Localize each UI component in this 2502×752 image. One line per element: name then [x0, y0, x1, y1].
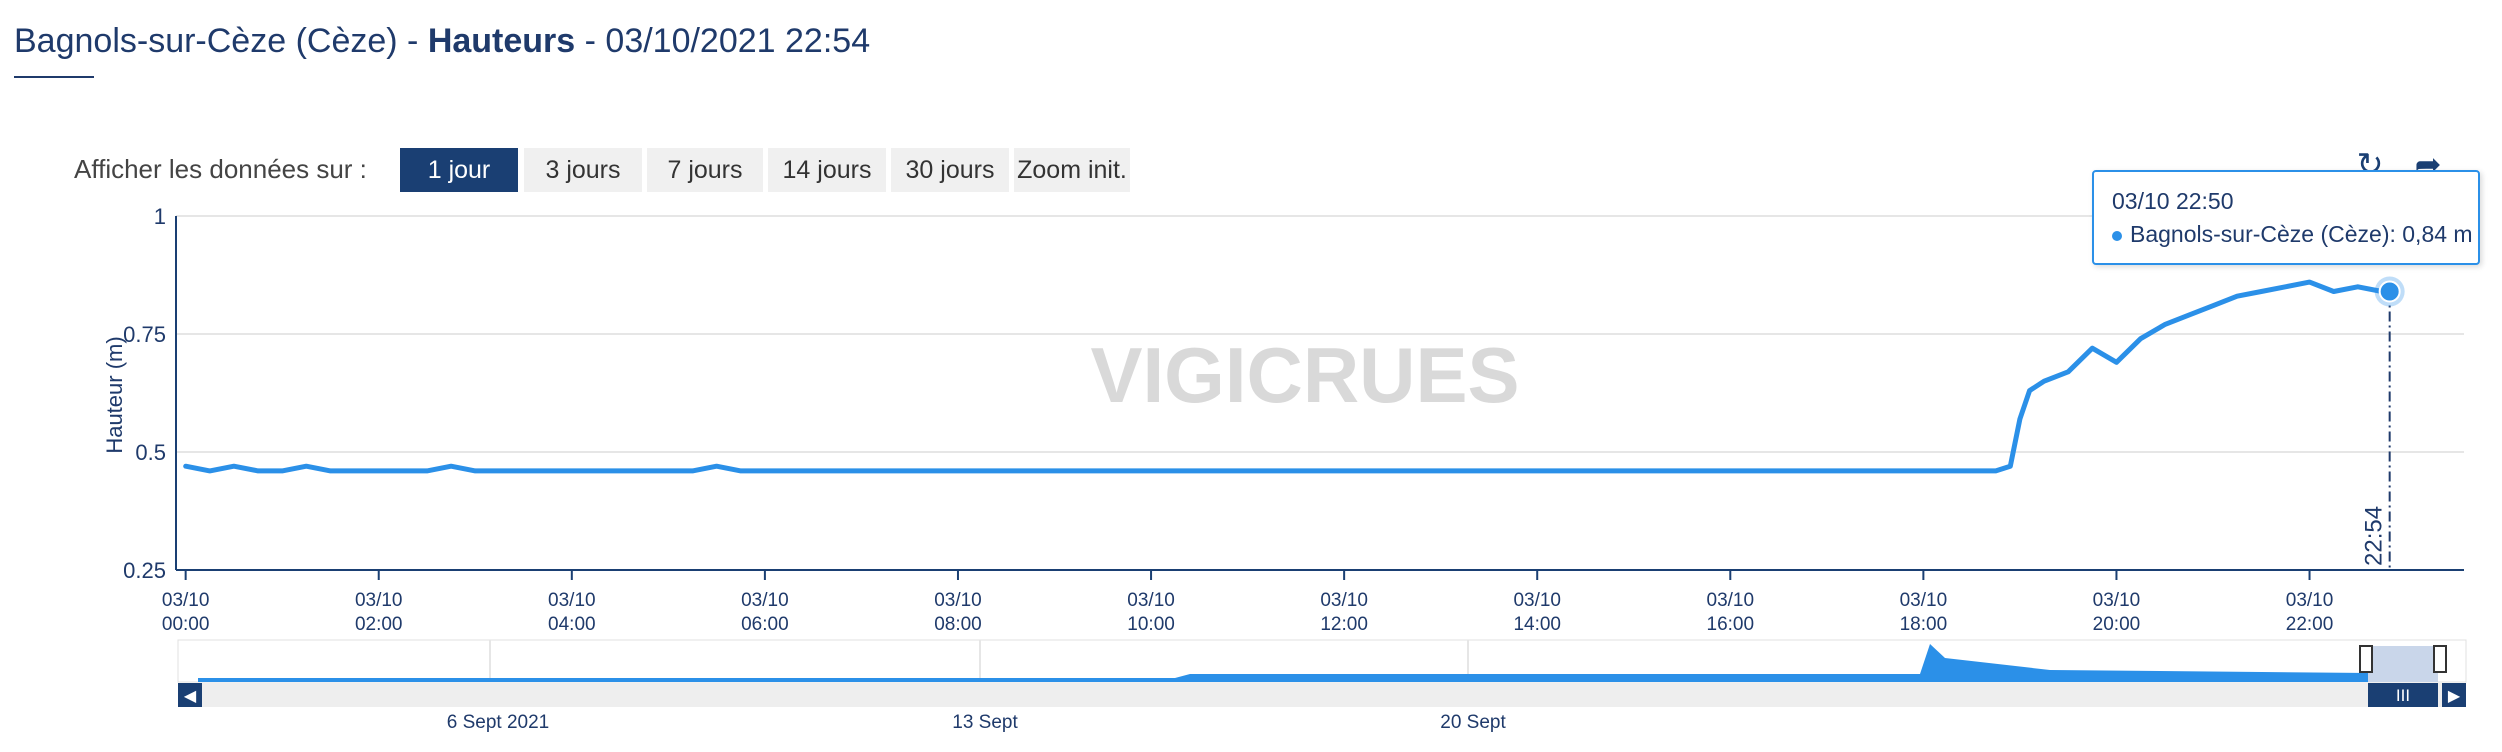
x-tick-label: 03/10: [934, 590, 982, 611]
x-axis: 03/10 00:00 03/10 02:00 03/10 04:00 03/10 06:00…: [162, 569, 2464, 635]
x-tick-label: 14:00: [1513, 614, 1561, 635]
scrollbar-grip-icon: III: [2396, 686, 2410, 705]
x-tick-label: 18:00: [1900, 614, 1948, 635]
x-tick-label: 22:00: [2286, 614, 2334, 635]
tooltip-series-name: Bagnols-sur-Cèze (Cèze): [2130, 221, 2390, 247]
series-line: [183, 279, 2393, 474]
tooltip-time: 03/10 22:50: [2112, 188, 2234, 214]
scroll-right-button: [2442, 683, 2466, 707]
zoom-reset-button[interactable]: Zoom init.: [1014, 148, 1130, 192]
y-axis: 0.25 0.5 0.75 1: [123, 204, 177, 583]
x-tick-label: 04:00: [548, 614, 596, 635]
title-datetime: 03/10/2021 22:54: [605, 22, 871, 60]
x-tick-label: 03/10: [741, 590, 789, 611]
title-underline: [14, 76, 94, 78]
x-tick-label: 03/10: [1900, 590, 1948, 611]
range-button-14-days[interactable]: 14 jours: [768, 148, 886, 192]
x-tick-label: 10:00: [1127, 614, 1175, 635]
x-tick-label: 12:00: [1320, 614, 1368, 635]
x-tick-label: 03/10: [1707, 590, 1755, 611]
x-tick-label: 02:00: [355, 614, 403, 635]
x-tick-label: 03/10: [355, 590, 403, 611]
scroll-left-button: [178, 683, 202, 707]
x-tick-label: 03/10: [2286, 590, 2334, 611]
y-tick-label: 0.5: [135, 440, 166, 465]
title-separator: -: [397, 22, 428, 60]
range-selector-label: Afficher les données sur :: [74, 154, 367, 184]
crosshair-label: 22:54: [2361, 506, 2388, 566]
chevron-right-icon: ▶: [2448, 686, 2461, 705]
x-tick-label: 00:00: [162, 614, 210, 635]
x-tick-label: 16:00: [1707, 614, 1755, 635]
x-tick-label: 03/10: [1513, 590, 1561, 611]
navigator[interactable]: ◀ ▶ III 6 Sept 2021 13 Sept 20 Sept: [177, 639, 2467, 733]
tooltip-value: : 0,84 m: [2389, 221, 2473, 247]
watermark-logo: VIGICRUES: [1090, 331, 1519, 419]
x-tick-label: 03/10: [2093, 590, 2141, 611]
x-tick-label: 03/10: [548, 590, 596, 611]
range-button-3-days[interactable]: 3 jours: [524, 148, 642, 192]
crosshair: 22:54: [2361, 276, 2405, 570]
x-tick-label: 08:00: [934, 614, 982, 635]
y-tick-label: 0.75: [123, 322, 166, 347]
chevron-left-icon: ◀: [184, 686, 197, 705]
navigator-date-label: 20 Sept: [1440, 712, 1506, 733]
series-marker-icon: [2112, 230, 2122, 241]
navigator-handle-right: [2433, 645, 2447, 673]
x-tick-label: 06:00: [741, 614, 789, 635]
title-measure: Hauteurs: [427, 22, 576, 60]
y-tick-label: 1: [154, 204, 166, 229]
title-separator: -: [575, 22, 606, 60]
x-tick-label: 20:00: [2093, 614, 2141, 635]
scrollbar-thumb: [2368, 683, 2438, 707]
tooltip: 03/10 22:50 Bagnols-sur-Cèze (Cèze): 0,8…: [2092, 170, 2480, 265]
series-group: [183, 279, 2393, 474]
navigator-date-label: 13 Sept: [952, 712, 1018, 733]
y-axis-label: Hauteur (m): [102, 336, 127, 453]
x-tick-label: 03/10: [1127, 590, 1175, 611]
navigator-date-label: 6 Sept 2021: [447, 712, 549, 733]
highlight-point: [2378, 280, 2401, 303]
navigator-handle-left: [2359, 645, 2373, 673]
x-tick-label: 03/10: [1320, 590, 1368, 611]
range-button-7-days[interactable]: 7 jours: [647, 148, 763, 192]
scrollbar-track: [178, 683, 2466, 707]
tooltip-row: Bagnols-sur-Cèze (Cèze): 0,84 m: [2112, 221, 2473, 248]
range-button-30-days[interactable]: 30 jours: [891, 148, 1009, 192]
page-title: Bagnols-sur-Cèze (Cèze) - Hauteurs - 03/…: [14, 22, 870, 61]
range-button-1-day[interactable]: 1 jour: [400, 148, 518, 192]
navigator-selection: [2368, 646, 2438, 682]
x-tick-label: 03/10: [162, 590, 210, 611]
title-station: Bagnols-sur-Cèze (Cèze): [14, 22, 398, 60]
y-tick-label: 0.25: [123, 558, 166, 583]
navigator-series: [198, 644, 2370, 682]
